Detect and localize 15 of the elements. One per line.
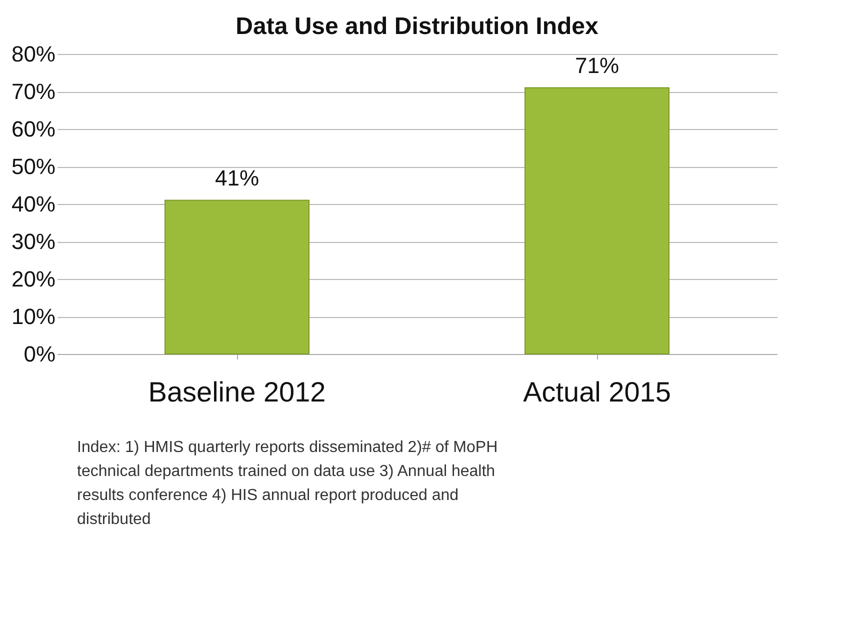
text: Index: 1) HMIS quarterly reports disseminated 2)# of MoPH technical departments trained on data use 3) Annual health results conference 4) HIS annual report produced and distributed (77, 439, 498, 528)
y-tick-label: 80% (11, 42, 56, 66)
x-tick-label: Actual 2015 (523, 376, 671, 408)
y-tick-label: 50% (11, 154, 56, 179)
y-tick-label: 70% (11, 79, 56, 104)
data-label: 71% (574, 52, 620, 78)
y-tick-label: 10% (11, 304, 56, 329)
chart-title: Data Use and Distribution Index (236, 13, 600, 40)
y-tick-label: 20% (11, 266, 56, 292)
y-tick-label: 30% (11, 229, 56, 254)
y-tick-label: 40% (11, 192, 56, 216)
y-tick-label: 0% (24, 342, 56, 366)
y-tick-label: 60% (11, 116, 56, 142)
x-tick-label: Baseline 2012 (148, 376, 326, 408)
data-label: 41% (214, 165, 260, 190)
